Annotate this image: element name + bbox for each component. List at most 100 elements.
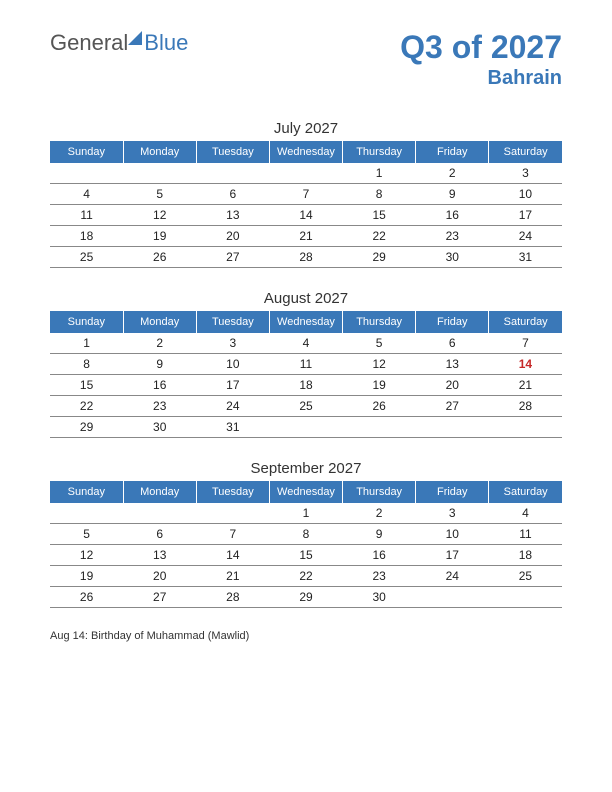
calendar-cell: 15	[50, 375, 123, 396]
calendar-cell: 26	[123, 247, 196, 268]
weekday-header: Tuesday	[196, 141, 269, 163]
calendar-cell: 17	[196, 375, 269, 396]
calendar-cell: 8	[50, 354, 123, 375]
calendar-cell: 7	[489, 333, 562, 354]
calendar-cell: 6	[416, 333, 489, 354]
weekday-header: Sunday	[50, 141, 123, 163]
calendar-cell	[489, 417, 562, 438]
calendar-cell: 5	[123, 184, 196, 205]
calendar-cell	[123, 163, 196, 184]
calendar-cell	[269, 163, 342, 184]
weekday-header: Sunday	[50, 481, 123, 503]
weekday-header: Thursday	[343, 311, 416, 333]
calendar-cell: 9	[123, 354, 196, 375]
calendar-cell: 24	[489, 226, 562, 247]
calendar-cell: 2	[416, 163, 489, 184]
calendar-cell: 5	[343, 333, 416, 354]
calendar-cell: 14	[269, 205, 342, 226]
calendar-cell: 31	[196, 417, 269, 438]
weekday-header: Friday	[416, 141, 489, 163]
calendar-cell: 4	[50, 184, 123, 205]
calendar-cell: 20	[196, 226, 269, 247]
logo-text-general: General	[50, 30, 128, 56]
calendar-cell: 21	[196, 566, 269, 587]
logo-text-blue: Blue	[144, 30, 188, 56]
calendar-cell: 10	[196, 354, 269, 375]
calendar-cell: 14	[196, 545, 269, 566]
calendar-cell: 30	[416, 247, 489, 268]
calendar-cell: 23	[343, 566, 416, 587]
page-subtitle: Bahrain	[400, 67, 562, 90]
calendar-cell: 22	[269, 566, 342, 587]
calendar-cell: 15	[343, 205, 416, 226]
calendar-table: SundayMondayTuesdayWednesdayThursdayFrid…	[50, 311, 562, 438]
calendar-cell	[196, 163, 269, 184]
calendar-cell	[416, 417, 489, 438]
calendar-row: 22232425262728	[50, 396, 562, 417]
calendar-cell: 29	[269, 587, 342, 608]
calendar-row: 25262728293031	[50, 247, 562, 268]
calendar-cell: 13	[416, 354, 489, 375]
holiday-list: Aug 14: Birthday of Muhammad (Mawlid)	[50, 630, 562, 642]
calendar-cell: 24	[416, 566, 489, 587]
calendar-cell: 27	[196, 247, 269, 268]
calendar-cell: 12	[343, 354, 416, 375]
weekday-header: Thursday	[343, 141, 416, 163]
calendar-table: SundayMondayTuesdayWednesdayThursdayFrid…	[50, 481, 562, 608]
logo: General Blue	[50, 30, 188, 56]
calendar-cell: 13	[196, 205, 269, 226]
calendar-cell: 22	[50, 396, 123, 417]
calendar-cell: 3	[196, 333, 269, 354]
calendar-cell	[269, 417, 342, 438]
weekday-header: Saturday	[489, 311, 562, 333]
calendar-cell: 2	[123, 333, 196, 354]
calendar-cell: 27	[416, 396, 489, 417]
calendar-cell: 4	[489, 503, 562, 524]
calendar-cell: 25	[489, 566, 562, 587]
calendar-row: 45678910	[50, 184, 562, 205]
calendar-cell: 23	[123, 396, 196, 417]
calendar-cell: 7	[269, 184, 342, 205]
calendar-cell	[416, 587, 489, 608]
calendar-cell: 15	[269, 545, 342, 566]
calendar-cell: 6	[123, 524, 196, 545]
calendar-cell: 12	[50, 545, 123, 566]
title-block: Q3 of 2027 Bahrain	[400, 30, 562, 90]
calendar-row: 11121314151617	[50, 205, 562, 226]
weekday-header: Wednesday	[269, 481, 342, 503]
calendar-row: 891011121314	[50, 354, 562, 375]
calendar-cell: 3	[416, 503, 489, 524]
calendar-cell: 30	[123, 417, 196, 438]
holiday-item: Aug 14: Birthday of Muhammad (Mawlid)	[50, 630, 562, 642]
calendar-row: 19202122232425	[50, 566, 562, 587]
calendar-cell: 16	[343, 545, 416, 566]
calendar-cell: 19	[123, 226, 196, 247]
calendar-cell: 29	[343, 247, 416, 268]
weekday-header: Wednesday	[269, 311, 342, 333]
calendar-cell: 20	[123, 566, 196, 587]
calendar-cell: 11	[269, 354, 342, 375]
calendar-cell: 19	[50, 566, 123, 587]
weekday-header: Sunday	[50, 311, 123, 333]
weekday-header: Saturday	[489, 481, 562, 503]
weekday-header: Friday	[416, 311, 489, 333]
page-title: Q3 of 2027	[400, 30, 562, 65]
weekday-header: Thursday	[343, 481, 416, 503]
calendar-cell: 18	[489, 545, 562, 566]
header: General Blue Q3 of 2027 Bahrain	[50, 30, 562, 90]
weekday-header: Monday	[123, 481, 196, 503]
month-title: September 2027	[50, 460, 562, 477]
calendar-cell: 9	[343, 524, 416, 545]
calendar-cell: 8	[269, 524, 342, 545]
calendar-row: 567891011	[50, 524, 562, 545]
weekday-header: Friday	[416, 481, 489, 503]
calendar-cell: 4	[269, 333, 342, 354]
calendar-row: 18192021222324	[50, 226, 562, 247]
weekday-header: Monday	[123, 141, 196, 163]
calendar-cell: 18	[269, 375, 342, 396]
calendar-cell	[50, 503, 123, 524]
calendar-cell: 2	[343, 503, 416, 524]
weekday-header: Tuesday	[196, 311, 269, 333]
calendar-cell: 28	[489, 396, 562, 417]
calendar-cell: 10	[489, 184, 562, 205]
